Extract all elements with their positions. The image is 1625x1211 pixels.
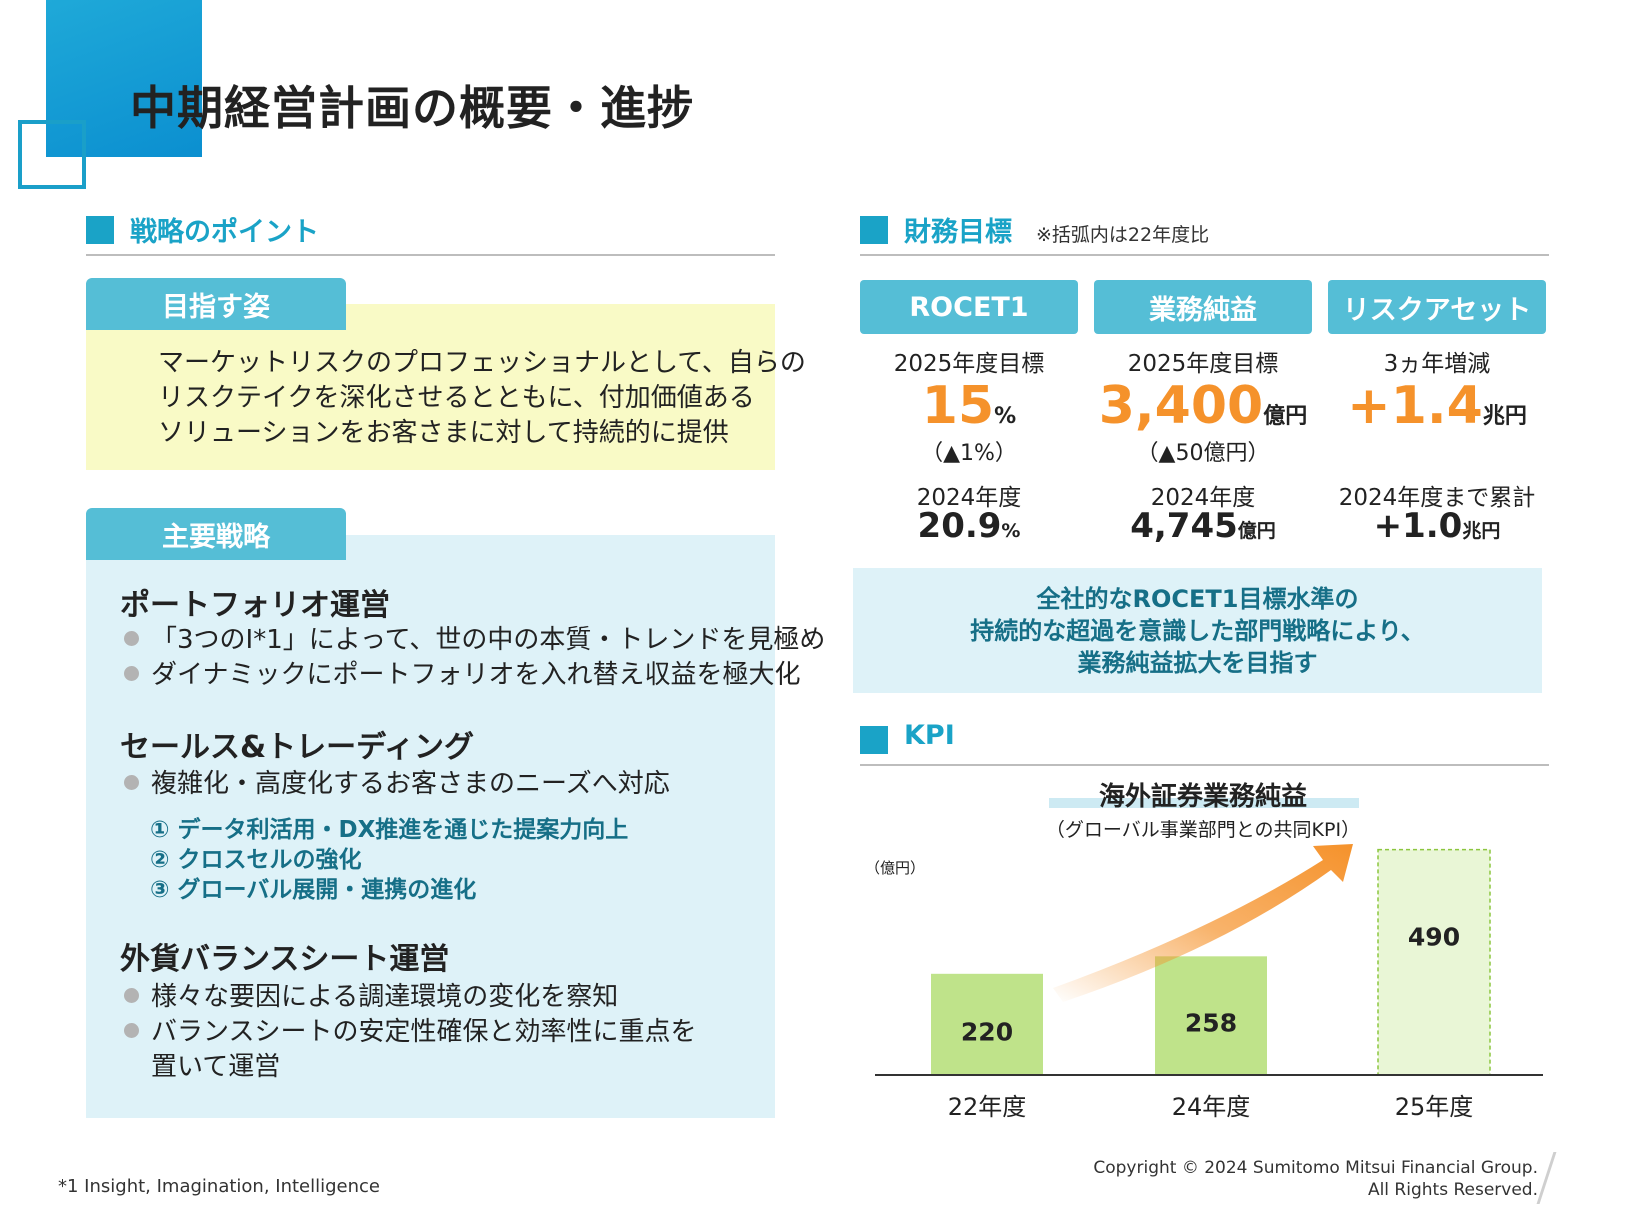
fin-label: 2025年度目標 <box>1127 351 1279 377</box>
financial-note: ※括弧内は22年度比 <box>1036 224 1210 246</box>
strategy-title: 外貨バランスシート運営 <box>120 942 450 977</box>
section-marker-icon <box>860 726 888 754</box>
fin-tab-rocet1: ROCET1 <box>860 280 1078 334</box>
footnote: *1 Insight, Imagination, Intelligence <box>58 1176 380 1197</box>
fin-change: （▲50億円） <box>1136 441 1270 466</box>
kpi-section-header: KPI <box>860 718 1549 766</box>
financial-message-box: 全社的なROCET1目標水準の 持続的な超過を意識した部門戦略により、 業務純益… <box>853 568 1542 693</box>
fin-label: 2024年度 <box>1150 485 1256 511</box>
financial-section-header: 財務目標 ※括弧内は22年度比 <box>860 208 1549 256</box>
message-line: 持続的な超過を意識した部門戦略により、 <box>970 616 1425 645</box>
chart-bar <box>931 973 1043 1075</box>
bullet-dot-icon <box>124 631 139 646</box>
fin-change: （▲1%） <box>921 441 1017 466</box>
section-marker-icon <box>86 216 114 244</box>
fin-target-value: +1.4兆円 <box>1347 376 1527 436</box>
strategy-bullet: 様々な要因による調達環境の変化を察知 <box>124 980 618 1014</box>
financial-section-label: 財務目標 <box>904 217 1012 248</box>
strategy-section-header: 戦略のポイント <box>86 208 775 256</box>
strategy-sub-item: ② クロスセルの強化 <box>150 847 362 873</box>
chart-title-highlight <box>1049 798 1359 808</box>
bar-value-label: 490 <box>1408 923 1460 952</box>
strategy-bullet: 「3つのI*1」によって、世の中の本質・トレンドを見極め <box>124 623 825 657</box>
message-line: 全社的なROCET1目標水準の <box>1036 584 1359 613</box>
strategy-sub-item: ③ グローバル展開・連携の進化 <box>150 877 477 903</box>
growth-arrow-icon <box>1053 844 1353 1002</box>
copyright-line: All Rights Reserved. <box>1367 1180 1538 1200</box>
chart-bar <box>1377 848 1491 1076</box>
fin-label: 3ヵ年増減 <box>1383 351 1491 377</box>
bullet-dot-icon <box>124 775 139 790</box>
goal-text: マーケットリスクのプロフェッショナルとして、自らの リスクテイクを深化させるとと… <box>158 346 806 451</box>
copyright-line: Copyright © 2024 Sumitomo Mitsui Financi… <box>1093 1158 1538 1178</box>
strategy-sub-item: ① データ利活用・DX推進を通じた提案力向上 <box>150 817 629 843</box>
y-unit-label: （億円） <box>865 859 925 877</box>
message-line: 業務純益拡大を目指す <box>1077 648 1318 677</box>
goal-line: マーケットリスクのプロフェッショナルとして、自らの <box>158 348 806 378</box>
footer-slash-decoration <box>1536 1152 1557 1204</box>
fin-target-value: 3,400億円 <box>1098 376 1308 436</box>
fin-label: 2024年度 <box>916 485 1022 511</box>
header-decoration <box>46 0 202 157</box>
goal-line: リスクテイクを深化させるとともに、付加価値ある <box>158 383 755 413</box>
header-decoration-outline <box>18 120 86 189</box>
strategy-bullet: 複雑化・高度化するお客さまのニーズへ対応 <box>124 767 670 801</box>
bullet-dot-icon <box>124 1023 139 1038</box>
strategy-title: ポートフォリオ運営 <box>120 588 390 623</box>
fin-actual-value: +1.0兆円 <box>1373 506 1501 546</box>
chart-title: 海外証券業務純益 <box>1099 781 1307 812</box>
main-strategy-box <box>86 535 775 1118</box>
goal-line: ソリューションをお客さまに対して持続的に提供 <box>158 418 729 448</box>
fin-tab-risk-assets: リスクアセット <box>1328 280 1546 334</box>
fin-label: 2024年度まで累計 <box>1338 485 1536 511</box>
bar-value-label: 220 <box>961 1017 1013 1046</box>
main-strategy-tab: 主要戦略 <box>86 508 346 560</box>
section-marker-icon <box>860 216 888 244</box>
strategy-bullet-continuation: 置いて運営 <box>151 1052 281 1082</box>
bullet-dot-icon <box>124 666 139 681</box>
strategy-section-label: 戦略のポイント <box>130 217 319 248</box>
fin-actual-value: 20.9% <box>917 506 1021 546</box>
chart-bar <box>1155 956 1267 1075</box>
kpi-section-label: KPI <box>904 720 955 751</box>
page-title: 中期経営計画の概要・進捗 <box>130 81 694 135</box>
kpi-bar-chart: 海外証券業務純益 （グローバル事業部門との共同KPI） （億円） 220 22年度… <box>865 781 1543 1121</box>
fin-target-value: 15% <box>921 376 1017 436</box>
goal-tab: 目指す姿 <box>86 278 346 330</box>
x-tick-label: 25年度 <box>1395 1093 1474 1121</box>
strategy-bullet: バランスシートの安定性確保と効率性に重点を <box>124 1015 696 1049</box>
copyright: Copyright © 2024 Sumitomo Mitsui Financi… <box>1093 1157 1538 1201</box>
fin-tab-business-profit: 業務純益 <box>1094 280 1312 334</box>
bullet-dot-icon <box>124 988 139 1003</box>
bar-value-label: 258 <box>1185 1009 1237 1038</box>
strategy-title: セールス&トレーディング <box>120 730 475 765</box>
fin-label: 2025年度目標 <box>893 351 1045 377</box>
x-tick-label: 24年度 <box>1172 1093 1251 1121</box>
strategy-bullet: ダイナミックにポートフォリオを入れ替え収益を極大化 <box>124 658 800 692</box>
x-tick-label: 22年度 <box>948 1093 1027 1121</box>
fin-actual-value: 4,745億円 <box>1130 506 1276 546</box>
chart-subtitle: （グローバル事業部門との共同KPI） <box>1046 819 1360 841</box>
goal-box <box>86 304 775 470</box>
